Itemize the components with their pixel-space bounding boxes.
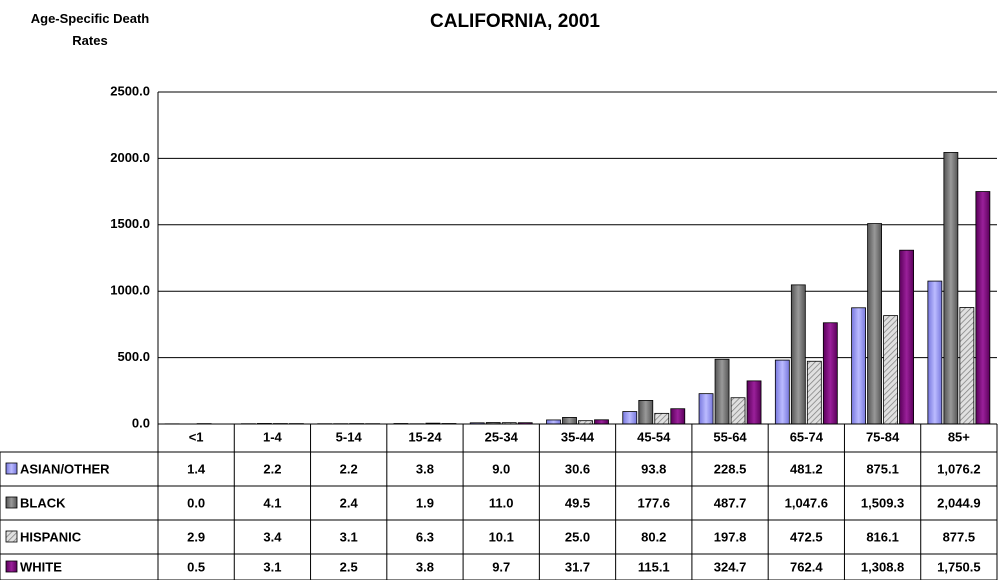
x-tick-label: 65-74 xyxy=(790,429,824,444)
x-tick-label: 5-14 xyxy=(336,429,363,444)
x-tick-label: 45-54 xyxy=(637,429,671,444)
y-axis-title: Age-Specific Death Rates xyxy=(30,11,150,48)
legend-label: HISPANIC xyxy=(20,529,82,544)
bar xyxy=(670,408,686,425)
table-value: 3.1 xyxy=(263,559,281,574)
table-value: 177.6 xyxy=(637,495,670,510)
table-value: 9.0 xyxy=(492,461,510,476)
table-value: 877.5 xyxy=(943,529,976,544)
table-value: 49.5 xyxy=(565,495,590,510)
table-value: 2.9 xyxy=(187,529,205,544)
table-value: 2.5 xyxy=(340,559,358,574)
table-value: 11.0 xyxy=(489,495,514,510)
table-value: 30.6 xyxy=(565,461,590,476)
table-value: 228.5 xyxy=(714,461,747,476)
table-value: 9.7 xyxy=(492,559,510,574)
table-value: 4.1 xyxy=(263,495,281,510)
table-value: 1,047.6 xyxy=(785,495,828,510)
table-value: 3.8 xyxy=(416,559,434,574)
table-value: 481.2 xyxy=(790,461,823,476)
table-value: 80.2 xyxy=(641,529,666,544)
table-value: 1,308.8 xyxy=(861,559,904,574)
legend-label: ASIAN/OTHER xyxy=(20,461,110,476)
bar xyxy=(774,359,790,425)
x-tick-label: 85+ xyxy=(948,429,970,444)
bar xyxy=(975,191,991,425)
table-value: 25.0 xyxy=(565,529,590,544)
bar xyxy=(638,400,654,425)
y-tick-label: 500.0 xyxy=(117,349,150,364)
table-value: 487.7 xyxy=(714,495,747,510)
bar xyxy=(927,280,943,425)
bar xyxy=(730,397,746,425)
x-tick-label: 75-84 xyxy=(866,429,900,444)
bar xyxy=(867,223,882,425)
table-value: 472.5 xyxy=(790,529,823,544)
table-value: 762.4 xyxy=(790,559,823,574)
x-tick-label: 15-24 xyxy=(408,429,442,444)
bar xyxy=(806,360,822,425)
table-value: 3.1 xyxy=(340,529,358,544)
bar xyxy=(790,284,806,425)
legend-key xyxy=(5,530,18,543)
y-tick-label: 1000.0 xyxy=(110,283,150,298)
table-value: 1,076.2 xyxy=(937,461,980,476)
table-value: 2,044.9 xyxy=(937,495,980,510)
x-tick-label: 25-34 xyxy=(485,429,519,444)
table-value: 875.1 xyxy=(866,461,899,476)
x-tick-label: 55-64 xyxy=(713,429,747,444)
legend-key xyxy=(5,496,18,509)
y-tick-label: 0.0 xyxy=(132,415,150,430)
bar xyxy=(698,393,714,425)
x-tick-label: 1-4 xyxy=(263,429,283,444)
bar xyxy=(546,419,561,425)
bar xyxy=(714,358,730,425)
legend-key xyxy=(5,560,18,573)
bar xyxy=(746,380,762,425)
table-value: 31.7 xyxy=(565,559,590,574)
bar xyxy=(654,412,670,425)
legend-label: WHITE xyxy=(20,559,62,574)
bar xyxy=(594,419,609,425)
bar xyxy=(959,307,975,425)
table-value: 1.9 xyxy=(416,495,434,510)
bar xyxy=(943,152,959,425)
bar xyxy=(883,315,898,425)
x-tick-label: <1 xyxy=(189,429,204,444)
legend-key xyxy=(5,462,18,475)
table-value: 1,750.5 xyxy=(937,559,980,574)
table-value: 93.8 xyxy=(641,461,666,476)
legend-label: BLACK xyxy=(20,495,66,510)
bar xyxy=(899,249,914,425)
table-value: 816.1 xyxy=(866,529,899,544)
table-value: 197.8 xyxy=(714,529,747,544)
table-value: 1.4 xyxy=(187,461,206,476)
y-tick-label: 1500.0 xyxy=(110,216,150,231)
bar xyxy=(851,307,866,425)
table-value: 10.1 xyxy=(489,529,514,544)
table-value: 0.0 xyxy=(187,495,205,510)
table-value: 324.7 xyxy=(714,559,747,574)
y-tick-label: 2000.0 xyxy=(110,150,150,165)
table-value: 3.4 xyxy=(263,529,282,544)
bar xyxy=(622,411,638,425)
table-value: 6.3 xyxy=(416,529,434,544)
table-value: 115.1 xyxy=(638,559,670,574)
bar xyxy=(822,322,838,425)
table-value: 3.8 xyxy=(416,461,434,476)
table-value: 0.5 xyxy=(187,559,205,574)
table-value: 2.4 xyxy=(340,495,359,510)
x-tick-label: 35-44 xyxy=(561,429,595,444)
table-value: 1,509.3 xyxy=(861,495,904,510)
table-value: 2.2 xyxy=(263,461,281,476)
bar xyxy=(562,417,577,425)
table-value: 2.2 xyxy=(340,461,358,476)
y-tick-label: 2500.0 xyxy=(110,83,150,98)
chart-title: CALIFORNIA, 2001 xyxy=(430,11,600,32)
